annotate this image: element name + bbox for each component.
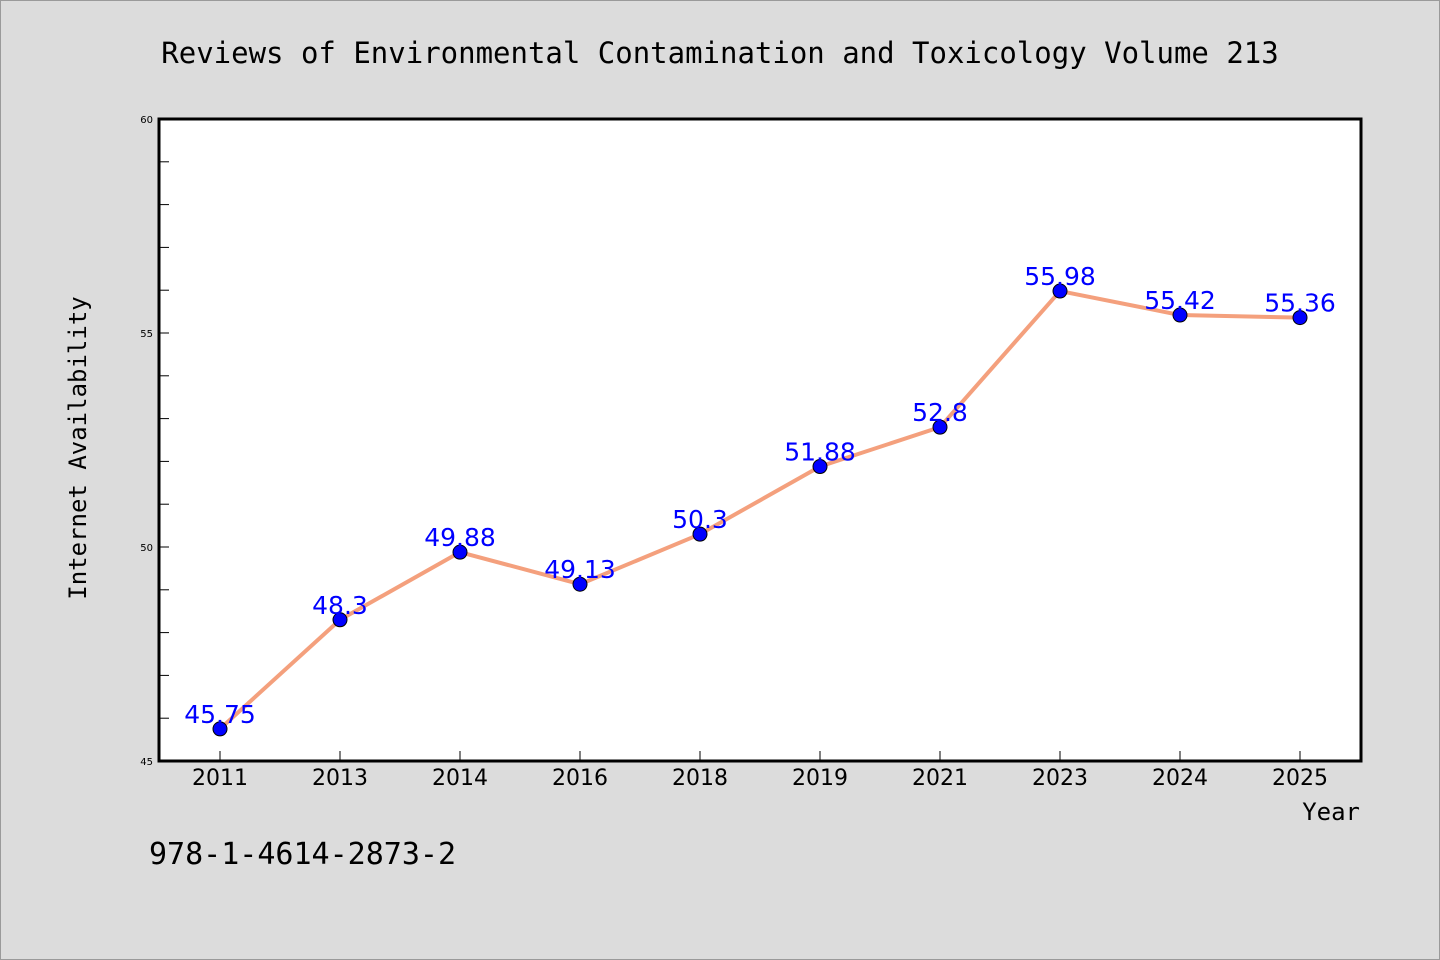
data-label: 48.3 <box>312 591 368 620</box>
data-label: 45.75 <box>184 700 256 729</box>
data-point-marker <box>692 526 708 542</box>
x-axis-ticks: 2011 2013 2014 2016 2018 2019 2021 2023 2024 2025 <box>192 751 1328 791</box>
data-label: 50.3 <box>672 505 728 534</box>
chart-title: Reviews of Environmental Contamination a… <box>161 36 1278 70</box>
x-axis-label: Year <box>1302 798 1360 826</box>
data-label: 49.13 <box>544 555 616 584</box>
data-label: 55.36 <box>1264 289 1336 318</box>
plot-area <box>157 117 1363 763</box>
data-label: 51.88 <box>784 438 856 467</box>
data-point-marker <box>332 612 348 628</box>
y-tick-label: 50 <box>140 543 153 554</box>
x-tick-label: 2013 <box>312 766 368 791</box>
x-tick-label: 2023 <box>1032 766 1088 791</box>
x-tick-label: 2025 <box>1272 766 1328 791</box>
data-label: 49.88 <box>424 523 496 552</box>
series-line <box>218 289 1301 731</box>
data-point-marker <box>932 419 948 435</box>
series-line-group <box>218 289 1301 731</box>
data-point-marker <box>212 721 228 737</box>
x-tick-label: 2021 <box>912 766 968 791</box>
data-label: 52.8 <box>912 398 968 427</box>
data-point-marker <box>812 459 828 475</box>
data-point-marker <box>452 544 468 560</box>
data-point-marker <box>1172 307 1188 323</box>
y-axis-ticks: 45 50 55 60 <box>140 115 169 768</box>
x-tick-label: 2019 <box>792 766 848 791</box>
y-tick-label: 55 <box>140 329 153 340</box>
footer-isbn: 978-1-4614-2873-2 <box>149 837 456 872</box>
x-tick-label: 2018 <box>672 766 728 791</box>
y-tick-label: 60 <box>140 115 153 126</box>
x-tick-label: 2016 <box>552 766 608 791</box>
data-label: 55.42 <box>1144 286 1216 315</box>
data-label: 55.98 <box>1024 262 1096 291</box>
data-point-marker <box>1052 283 1068 299</box>
x-tick-label: 2011 <box>192 766 248 791</box>
data-point-marker <box>1292 310 1308 326</box>
data-labels: 45.75 48.3 49.88 49.13 50.3 51.88 52.8 55.98 55.… <box>184 262 1336 729</box>
data-point-marker <box>572 576 588 592</box>
y-axis-label: Internet Availability <box>64 296 92 599</box>
y-tick-label: 45 <box>140 757 153 768</box>
x-tick-label: 2024 <box>1152 766 1208 791</box>
x-tick-label: 2014 <box>432 766 488 791</box>
data-markers <box>212 283 1308 737</box>
